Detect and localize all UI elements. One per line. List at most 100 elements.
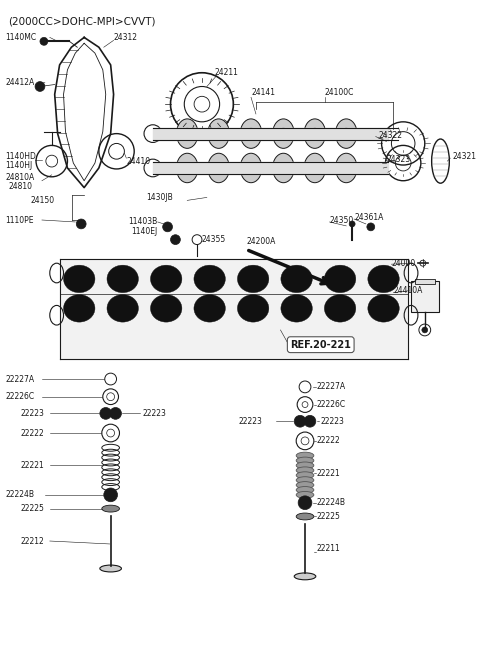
Ellipse shape xyxy=(296,481,314,489)
Text: REF.20-221: REF.20-221 xyxy=(290,340,351,350)
Text: 1110PE: 1110PE xyxy=(6,215,34,225)
Text: 22226C: 22226C xyxy=(6,392,35,402)
Circle shape xyxy=(100,407,112,419)
Ellipse shape xyxy=(368,295,399,322)
Circle shape xyxy=(40,37,48,45)
Text: 22223: 22223 xyxy=(20,409,44,418)
Circle shape xyxy=(109,407,121,419)
Ellipse shape xyxy=(296,462,314,469)
Text: 24321: 24321 xyxy=(452,152,476,160)
Text: 24410: 24410 xyxy=(126,157,150,166)
Text: 1140MC: 1140MC xyxy=(6,33,37,42)
Text: 24361A: 24361A xyxy=(354,213,384,221)
Circle shape xyxy=(298,496,312,510)
Ellipse shape xyxy=(238,295,269,322)
Circle shape xyxy=(367,223,375,231)
Text: 22222: 22222 xyxy=(317,436,340,445)
Ellipse shape xyxy=(273,119,294,148)
Circle shape xyxy=(422,327,428,333)
Bar xyxy=(411,281,439,312)
Text: 24312: 24312 xyxy=(114,33,138,42)
Text: 22221: 22221 xyxy=(20,461,44,470)
Circle shape xyxy=(35,82,45,92)
Text: 1430JB: 1430JB xyxy=(146,193,173,202)
Text: 24810: 24810 xyxy=(9,182,33,191)
Ellipse shape xyxy=(63,295,95,322)
Text: 24323: 24323 xyxy=(386,155,410,164)
Ellipse shape xyxy=(277,128,289,139)
Text: 24322: 24322 xyxy=(379,131,403,140)
Ellipse shape xyxy=(309,162,321,174)
Ellipse shape xyxy=(208,119,229,148)
Ellipse shape xyxy=(296,477,314,483)
Ellipse shape xyxy=(181,162,193,174)
Ellipse shape xyxy=(177,119,198,148)
Text: (2000CC>DOHC-MPI>CVVT): (2000CC>DOHC-MPI>CVVT) xyxy=(9,17,156,27)
Ellipse shape xyxy=(296,513,314,520)
Ellipse shape xyxy=(181,128,193,139)
Text: 22224B: 22224B xyxy=(317,498,346,507)
Ellipse shape xyxy=(336,119,357,148)
Ellipse shape xyxy=(107,295,138,322)
Ellipse shape xyxy=(296,491,314,498)
Text: 1140EJ: 1140EJ xyxy=(131,227,157,236)
Ellipse shape xyxy=(281,295,312,322)
Text: 11403B: 11403B xyxy=(128,217,157,227)
Ellipse shape xyxy=(150,295,182,322)
Ellipse shape xyxy=(213,162,225,174)
Ellipse shape xyxy=(340,128,352,139)
Circle shape xyxy=(104,488,118,502)
Text: 22225: 22225 xyxy=(317,512,341,521)
Circle shape xyxy=(76,219,86,229)
Ellipse shape xyxy=(273,153,294,183)
Ellipse shape xyxy=(336,153,357,183)
Ellipse shape xyxy=(294,573,316,580)
Ellipse shape xyxy=(102,505,120,512)
Ellipse shape xyxy=(245,128,257,139)
Ellipse shape xyxy=(296,487,314,493)
Text: 24000: 24000 xyxy=(391,259,416,268)
Text: 24355: 24355 xyxy=(202,235,226,244)
Text: 22223: 22223 xyxy=(142,409,166,418)
Ellipse shape xyxy=(309,128,321,139)
Circle shape xyxy=(349,221,355,227)
Ellipse shape xyxy=(304,153,325,183)
Text: 22225: 22225 xyxy=(20,504,44,513)
Ellipse shape xyxy=(238,265,269,293)
Text: 24410A: 24410A xyxy=(394,286,423,295)
Ellipse shape xyxy=(100,565,121,572)
Ellipse shape xyxy=(194,265,226,293)
Text: 24810A: 24810A xyxy=(6,174,35,182)
Text: 24141: 24141 xyxy=(251,88,275,97)
Ellipse shape xyxy=(107,265,138,293)
Text: 22223: 22223 xyxy=(238,417,262,426)
Circle shape xyxy=(304,415,316,427)
Ellipse shape xyxy=(324,265,356,293)
Circle shape xyxy=(294,415,306,427)
Text: 22227A: 22227A xyxy=(317,383,346,392)
Text: 22223: 22223 xyxy=(321,417,345,426)
Ellipse shape xyxy=(296,472,314,479)
Ellipse shape xyxy=(340,162,352,174)
Text: 24200A: 24200A xyxy=(246,237,276,246)
Ellipse shape xyxy=(296,452,314,459)
Text: 24350: 24350 xyxy=(330,215,354,225)
Text: 22226C: 22226C xyxy=(317,400,346,409)
Ellipse shape xyxy=(368,265,399,293)
Ellipse shape xyxy=(296,467,314,474)
Bar xyxy=(415,279,434,284)
Ellipse shape xyxy=(213,128,225,139)
Text: 22227A: 22227A xyxy=(6,375,35,384)
Text: 24100C: 24100C xyxy=(324,88,354,97)
Ellipse shape xyxy=(296,457,314,464)
Text: 1140HJ: 1140HJ xyxy=(6,160,33,170)
Ellipse shape xyxy=(240,153,262,183)
Ellipse shape xyxy=(194,295,226,322)
Text: 22211: 22211 xyxy=(317,544,340,553)
Text: 24412A: 24412A xyxy=(6,78,35,87)
Circle shape xyxy=(170,234,180,244)
Text: 24150: 24150 xyxy=(30,196,54,205)
Text: 22221: 22221 xyxy=(317,469,340,477)
Text: 22224B: 22224B xyxy=(6,491,35,499)
Ellipse shape xyxy=(245,162,257,174)
